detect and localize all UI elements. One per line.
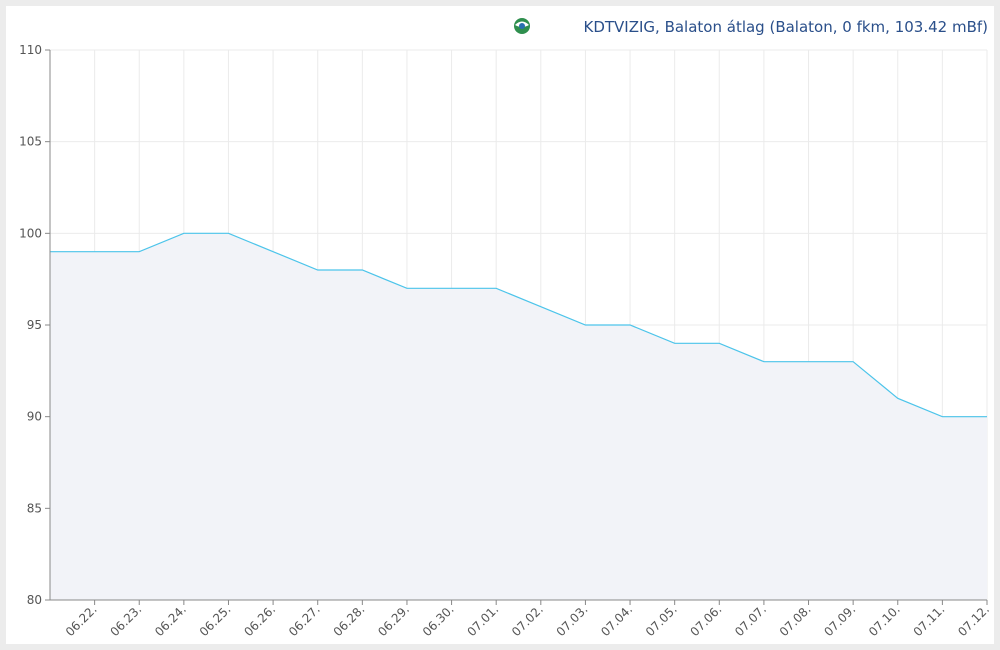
y-tick-label: 95 [27,318,42,332]
y-tick-label: 80 [27,593,42,607]
title-icon [514,18,530,34]
y-tick-label: 100 [19,226,42,240]
y-tick-label: 110 [19,43,42,57]
line [50,232,987,418]
area [50,233,987,601]
chart-title: KDTVIZIG, Balaton átlag (Balaton, 0 fkm,… [583,18,988,36]
y-tick-label: 85 [27,501,42,515]
y-tick-label: 90 [27,410,42,424]
y-tick-label: 105 [19,135,42,149]
